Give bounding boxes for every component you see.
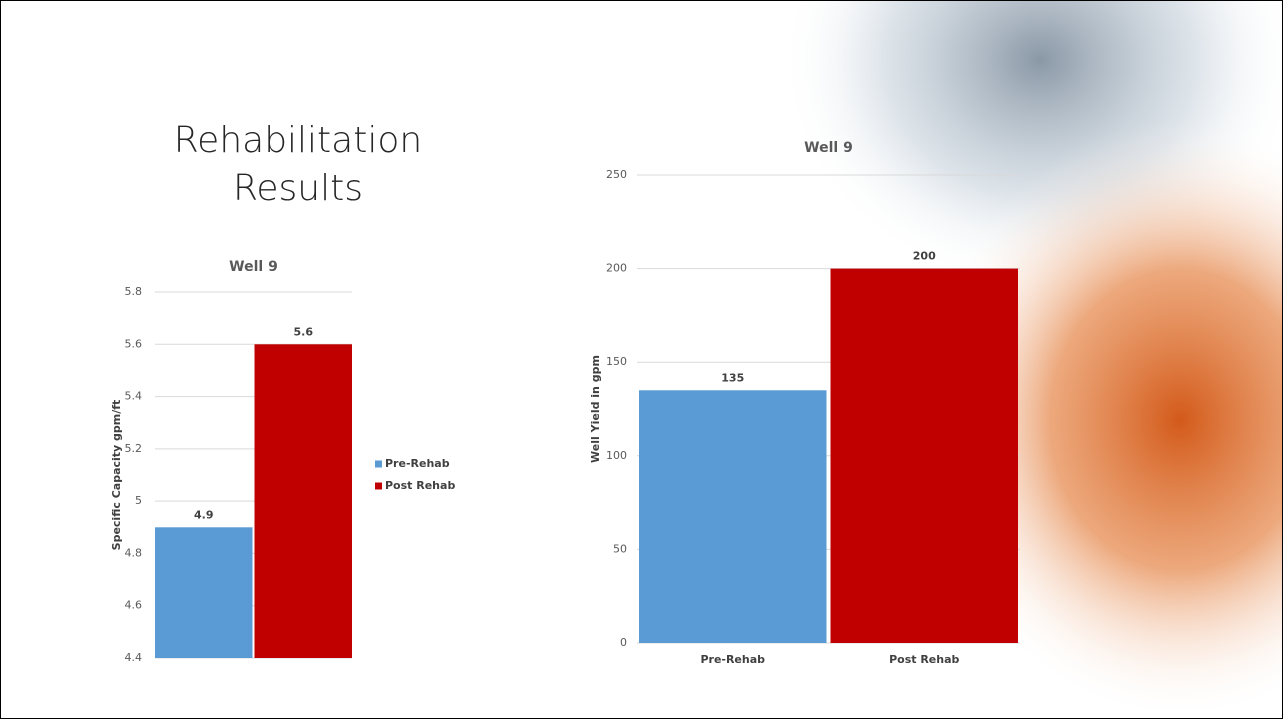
bar: [254, 344, 352, 658]
y-tick-label: 150: [606, 355, 627, 368]
y-tick-label: 4.6: [125, 599, 143, 612]
data-label: 4.9: [194, 508, 214, 521]
y-tick-label: 5.4: [125, 390, 143, 403]
bar: [155, 527, 253, 658]
chart-title: Well 9: [804, 140, 853, 156]
chart-title: Well 9: [229, 259, 278, 275]
y-tick-label: 5: [135, 494, 142, 507]
y-tick-label: 4.8: [125, 546, 143, 559]
y-tick-label: 100: [606, 449, 627, 462]
y-axis-label: Well Yield in gpm: [589, 355, 602, 463]
y-tick-label: 5.2: [125, 442, 143, 455]
bar: [830, 268, 1018, 643]
x-tick-label: Post Rehab: [889, 653, 959, 666]
y-tick-label: 5.8: [125, 285, 143, 298]
y-tick-label: 4.4: [125, 651, 143, 664]
y-axis-label: Specific Capacity gpm/ft: [110, 400, 123, 551]
slide-title-text: Results: [233, 168, 363, 209]
y-tick-label: 0: [620, 636, 627, 649]
legend-label: Post Rehab: [385, 479, 455, 492]
y-tick-label: 250: [606, 168, 627, 181]
legend-swatch: [375, 460, 382, 468]
legend-label: Pre-Rehab: [385, 457, 450, 470]
y-tick-label: 200: [606, 262, 627, 275]
data-label: 5.6: [294, 325, 314, 338]
bar: [639, 390, 827, 643]
y-tick-label: 5.6: [125, 337, 143, 350]
y-tick-label: 50: [613, 542, 627, 555]
data-label: 135: [721, 371, 744, 384]
x-tick-label: Pre-Rehab: [700, 653, 765, 666]
legend-swatch: [375, 482, 382, 490]
slide-title-text: Rehabilitation: [174, 120, 422, 161]
data-label: 200: [913, 250, 936, 263]
slide-title: Rehabilitation Results: [174, 120, 422, 209]
